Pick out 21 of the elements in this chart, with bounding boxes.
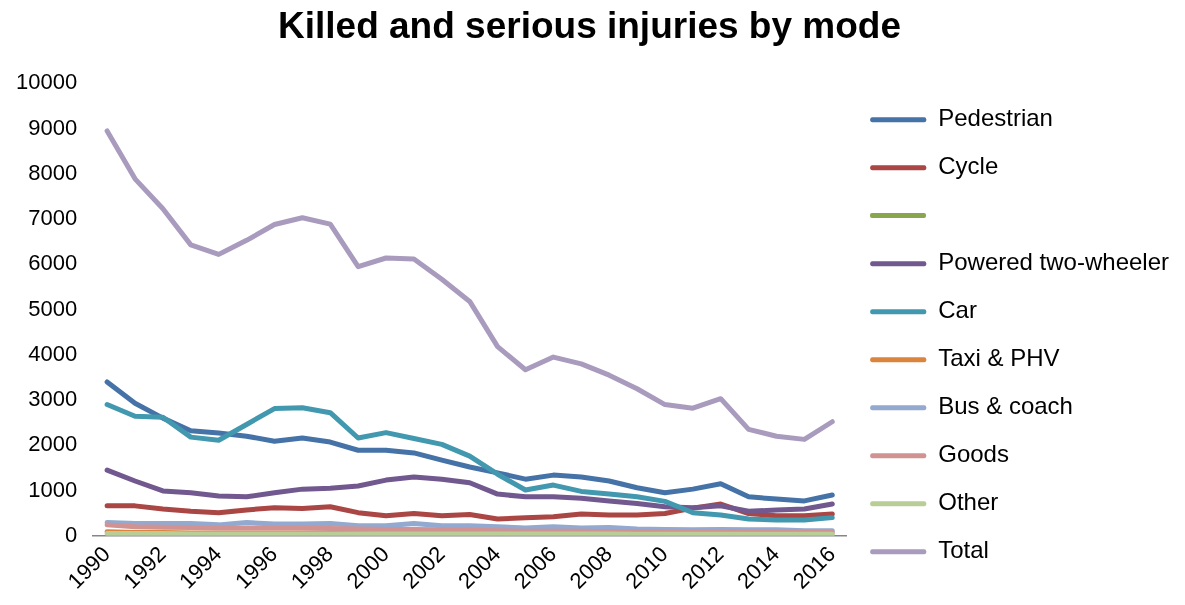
y-tick-label: 8000 (28, 159, 78, 185)
y-tick-label: 6000 (28, 250, 78, 276)
legend-label: Cycle (938, 152, 999, 180)
chart-title: Killed and serious injuries by mode (278, 5, 901, 47)
legend-label: Goods (938, 440, 1009, 468)
y-tick-label: 2000 (28, 431, 78, 457)
y-tick-label: 7000 (28, 205, 78, 231)
legend-label: Bus & coach (938, 392, 1073, 420)
y-tick-label: 1000 (28, 476, 78, 502)
y-tick-label: 3000 (28, 386, 78, 412)
legend-label: Total (938, 536, 989, 564)
legend-label: Car (938, 296, 977, 324)
legend-label: Taxi & PHV (938, 344, 1060, 372)
y-tick-label: 9000 (28, 114, 78, 140)
y-tick-label: 4000 (28, 340, 78, 366)
legend-label: Pedestrian (938, 104, 1053, 132)
y-tick-label: 10000 (15, 69, 78, 95)
y-tick-label: 0 (64, 521, 78, 547)
y-tick-label: 5000 (28, 295, 78, 321)
legend-label: Powered two-wheeler (938, 248, 1170, 276)
legend-label: Other (938, 488, 999, 516)
